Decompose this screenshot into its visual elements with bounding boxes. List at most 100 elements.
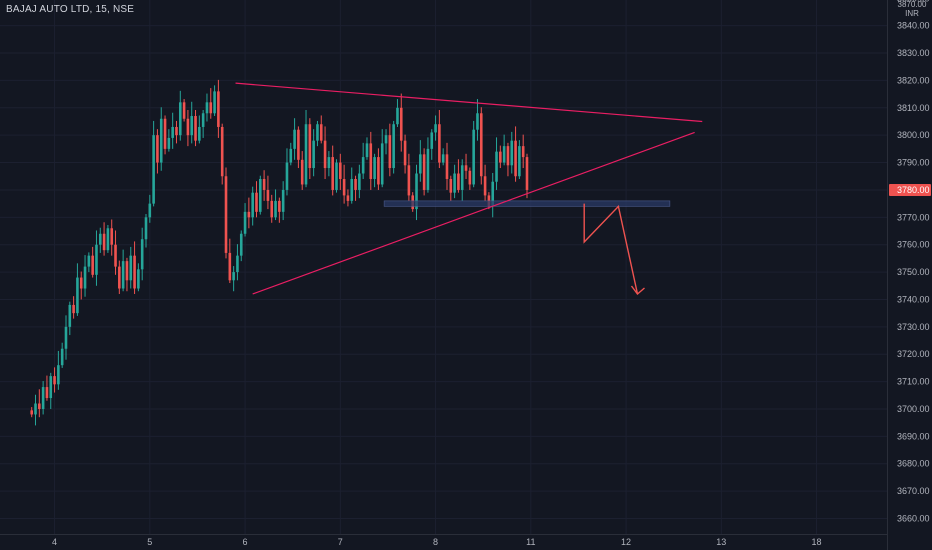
time-tick-label: 8 bbox=[433, 537, 438, 547]
candle-body bbox=[41, 387, 45, 409]
price-tick-label: 3850.00 bbox=[897, 0, 930, 3]
candle-body bbox=[491, 181, 495, 207]
candle-body bbox=[319, 124, 323, 141]
candle-body bbox=[57, 365, 60, 385]
candle-body bbox=[361, 157, 365, 174]
price-axis-background bbox=[887, 0, 932, 550]
candle-body bbox=[156, 135, 159, 163]
time-tick-label: 7 bbox=[338, 537, 343, 547]
price-tick-label: 3740.00 bbox=[897, 294, 930, 304]
candle-body bbox=[83, 266, 87, 289]
price-tick-label: 3760.00 bbox=[897, 240, 930, 250]
candle-body bbox=[281, 189, 285, 212]
price-scale-currency: INR bbox=[905, 9, 919, 18]
candle-body bbox=[53, 376, 56, 385]
candle-body bbox=[342, 178, 346, 196]
candle-body bbox=[316, 124, 319, 141]
candle-body bbox=[98, 233, 102, 245]
candle-body bbox=[49, 376, 53, 399]
chart-annotations[interactable] bbox=[235, 82, 703, 296]
candle-body bbox=[163, 118, 167, 149]
candle-body bbox=[106, 228, 110, 251]
price-tick-label: 3770.00 bbox=[897, 212, 930, 222]
price-tick-label: 3720.00 bbox=[897, 349, 930, 359]
candle-body bbox=[152, 135, 155, 204]
candle-body bbox=[95, 244, 98, 275]
last-price-tag bbox=[889, 183, 931, 196]
price-tick-label: 3670.00 bbox=[897, 486, 930, 496]
candle-body bbox=[323, 140, 327, 169]
candle-body bbox=[213, 91, 216, 114]
time-tick-label: 18 bbox=[812, 537, 822, 547]
candle-body bbox=[114, 244, 117, 267]
candle-body bbox=[441, 154, 445, 163]
price-tick-label: 3800.00 bbox=[897, 130, 930, 140]
candle-body bbox=[175, 126, 178, 136]
candle-body bbox=[521, 146, 525, 158]
candle-body bbox=[159, 118, 163, 163]
candle-body bbox=[457, 173, 460, 190]
candle-body bbox=[445, 154, 449, 179]
candle-body bbox=[148, 203, 152, 218]
candle-body bbox=[453, 173, 456, 193]
candle-body bbox=[426, 148, 430, 190]
candle-body bbox=[144, 217, 148, 240]
upper-trendline[interactable] bbox=[235, 82, 703, 123]
candle-body bbox=[392, 124, 395, 169]
price-tick-label: 3750.00 bbox=[897, 267, 930, 277]
candle-body bbox=[190, 116, 194, 136]
candle-body bbox=[339, 162, 342, 179]
candle-body bbox=[518, 146, 521, 177]
candle-body bbox=[300, 159, 304, 185]
projection-path[interactable] bbox=[583, 203, 639, 295]
price-tick-label: 3830.00 bbox=[897, 48, 930, 58]
candle-body bbox=[274, 200, 277, 218]
lower-trendline[interactable] bbox=[252, 131, 695, 295]
candle-body bbox=[255, 192, 258, 212]
price-axis[interactable]: 3660.00 3670.00 3680.00 3690.00 3700.00 3710.… bbox=[887, 0, 932, 550]
candle-body bbox=[228, 252, 232, 281]
time-axis[interactable]: 4 5 6 7 8 11 12 13 18 bbox=[0, 534, 887, 550]
candle-body bbox=[182, 102, 186, 119]
chart-title: BAJAJ AUTO LTD, 15, NSE bbox=[6, 4, 135, 15]
candle-body bbox=[247, 211, 251, 218]
candle-body bbox=[285, 162, 289, 190]
candle-body bbox=[483, 176, 487, 196]
price-tick-label: 3700.00 bbox=[897, 404, 930, 414]
candle-body bbox=[403, 140, 407, 166]
candle-body bbox=[506, 146, 510, 166]
candle-body bbox=[525, 157, 529, 190]
candle-body bbox=[377, 157, 380, 185]
candle-body bbox=[236, 255, 239, 273]
candle-body bbox=[125, 261, 129, 281]
candle-body bbox=[137, 269, 140, 289]
candle-body bbox=[289, 148, 293, 163]
candle-body bbox=[449, 178, 453, 193]
candle-body bbox=[232, 272, 235, 281]
projection-arrowhead[interactable] bbox=[630, 285, 645, 296]
candle-body bbox=[399, 107, 403, 141]
price-tick-label: 3690.00 bbox=[897, 431, 930, 441]
candle-body bbox=[110, 228, 114, 245]
candle-body bbox=[171, 126, 174, 138]
candle-body bbox=[346, 195, 350, 201]
last-price-label: 3780.00 bbox=[897, 185, 930, 195]
candle-body bbox=[510, 140, 514, 166]
candle-body bbox=[76, 277, 79, 314]
candle-body bbox=[472, 129, 475, 185]
candle-body bbox=[68, 304, 72, 327]
time-tick-label: 5 bbox=[147, 537, 152, 547]
candle-body bbox=[464, 165, 468, 171]
candle-body bbox=[140, 239, 144, 270]
price-tick-label: 3680.00 bbox=[897, 459, 930, 469]
candle-body bbox=[205, 102, 209, 114]
support-zone-rectangle[interactable] bbox=[383, 200, 671, 207]
candle-body bbox=[167, 137, 171, 149]
candle-body bbox=[365, 143, 369, 158]
candle-body bbox=[79, 277, 83, 289]
candle-body bbox=[358, 173, 361, 190]
candle-body bbox=[87, 255, 91, 267]
candle-body bbox=[259, 178, 262, 212]
